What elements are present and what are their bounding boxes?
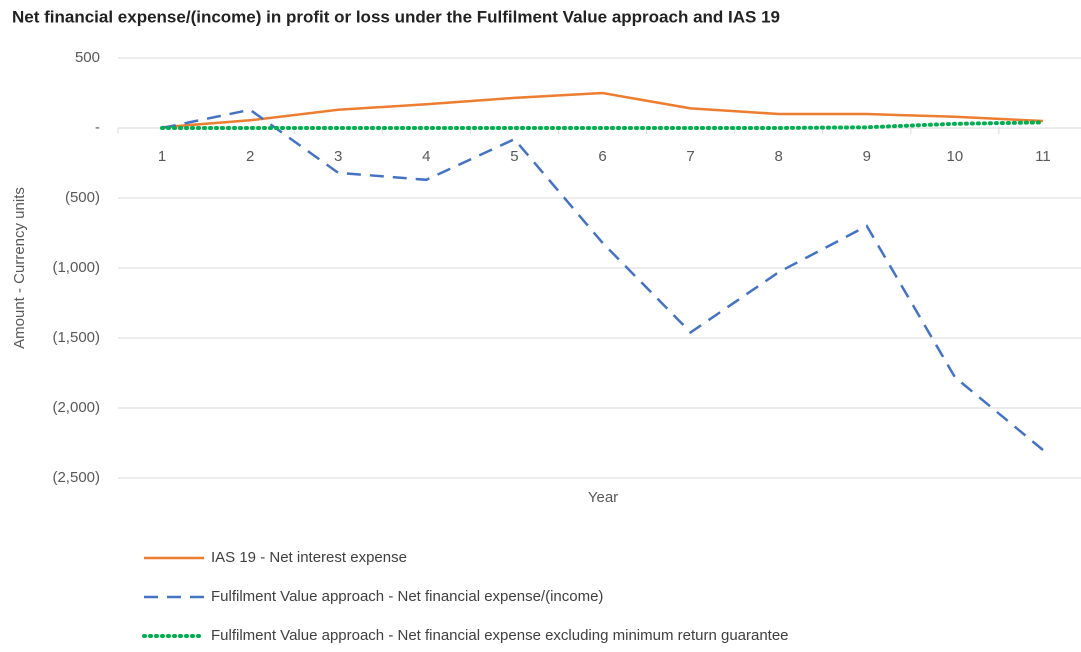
legend-label: IAS 19 - Net interest expense bbox=[211, 549, 407, 566]
x-tick-label: 11 bbox=[1035, 148, 1051, 165]
x-tick-label: 9 bbox=[863, 148, 871, 165]
x-tick-label: 6 bbox=[598, 148, 606, 165]
legend-label: Fulfilment Value approach - Net financia… bbox=[211, 588, 603, 605]
series-line bbox=[160, 120, 1045, 130]
legend-label: Fulfilment Value approach - Net financia… bbox=[211, 627, 789, 644]
chart-title: Net financial expense/(income) in profit… bbox=[12, 7, 780, 26]
y-tick-label: (1,500) bbox=[52, 329, 100, 346]
y-tick-label: (2,500) bbox=[52, 469, 100, 486]
y-tick-label: (2,000) bbox=[52, 399, 100, 416]
y-tick-label: 500 bbox=[75, 49, 100, 66]
y-tick-label: - bbox=[95, 119, 100, 136]
x-axis-title: Year bbox=[588, 489, 618, 506]
x-tick-label: 1 bbox=[158, 148, 166, 165]
series-line bbox=[161, 91, 1044, 129]
y-tick-label: (500) bbox=[65, 189, 100, 206]
series-line bbox=[161, 108, 1044, 451]
x-tick-label: 3 bbox=[334, 148, 342, 165]
x-tick-label: 10 bbox=[947, 148, 964, 165]
x-tick-label: 2 bbox=[246, 148, 254, 165]
x-tick-label: 5 bbox=[510, 148, 518, 165]
x-tick-label: 7 bbox=[686, 148, 694, 165]
x-tick-label: 4 bbox=[422, 148, 430, 165]
x-tick-label: 8 bbox=[775, 148, 783, 165]
y-axis-title: Amount - Currency units bbox=[11, 187, 28, 349]
y-tick-label: (1,000) bbox=[52, 259, 100, 276]
